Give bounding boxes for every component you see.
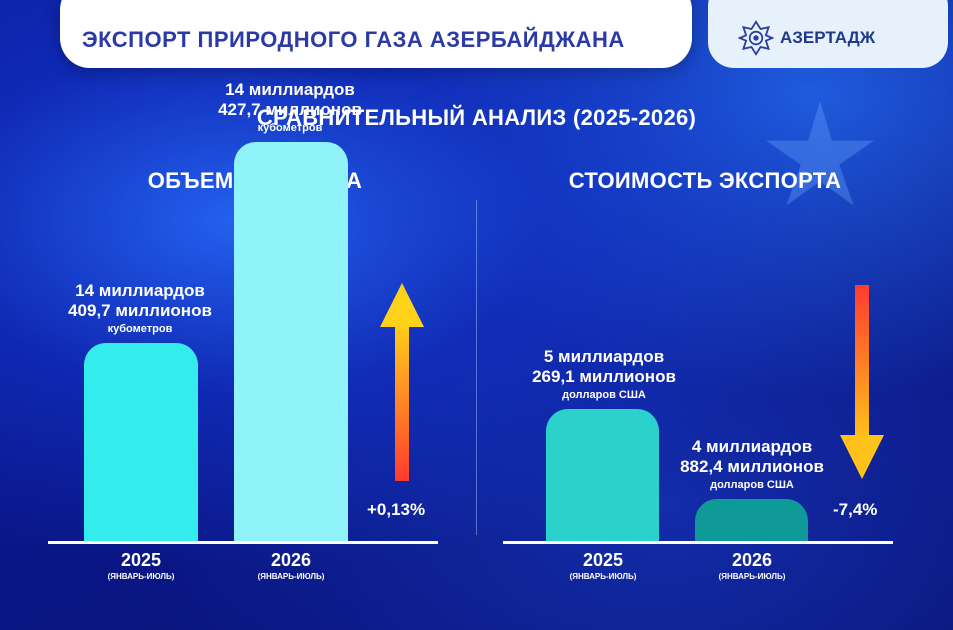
value-year-2025: 2025 [582,550,624,570]
volume-baseline [48,541,438,544]
value-value-2025-millions: 269,1 миллионов [532,366,676,386]
volume-value-2026-unit: кубометров [257,121,323,134]
value-baseline [503,541,893,544]
page-title: ЭКСПОРТ ПРИРОДНОГО ГАЗА АЗЕРБАЙДЖАНА [82,27,625,52]
volume-year-2026: 2026 [270,550,312,570]
value-year-2026: 2026 [731,550,773,570]
volume-value-label-2025: 14 миллиардов 409,7 миллионов кубометров [40,281,240,337]
volume-value-2025-unit: кубометров [107,323,173,336]
volume-value-2025-millions: 409,7 миллионов [68,301,212,321]
value-bar-2026 [695,498,808,541]
chart-subtitle: СРАВНИТЕЛЬНЫЙ АНАЛИЗ (2025-2026) [256,105,697,130]
value-period-2025: (ЯНВАРЬ-ИЮЛЬ) [569,572,637,581]
value-value-label-2025: 5 миллиардов 269,1 миллионов долларов СШ… [504,347,704,403]
value-value-2026-millions: 882,4 миллионов [680,456,824,476]
volume-year-2025: 2025 [120,550,162,570]
value-change-percent: -7,4% [833,500,878,519]
volume-bar-2025 [84,343,198,541]
value-value-2025-billions: 5 миллиардов [543,346,665,366]
volume-xtick-2025: 2025 (ЯНВАРЬ-ИЮЛЬ) [66,549,216,583]
volume-xtick-2026: 2026 (ЯНВАРЬ-ИЮЛЬ) [216,549,366,583]
logo-banner [708,0,948,68]
value-period-2026: (ЯНВАРЬ-ИЮЛЬ) [718,572,786,581]
value-xtick-2026: 2026 (ЯНВАРЬ-ИЮЛЬ) [677,549,827,583]
value-bar-2025 [546,408,659,541]
value-section-title: СТОИМОСТЬ ЭКСПОРТА [568,168,842,193]
volume-period-2025: (ЯНВАРЬ-ИЮЛЬ) [107,572,175,581]
volume-bar-2026 [234,141,348,541]
section-divider [476,200,477,535]
down-trend-arrow-icon [840,285,884,479]
azertac-star-icon [738,20,774,56]
value-value-2026-unit: долларов США [710,478,794,491]
decorative-star-shape [766,101,874,206]
value-value-2025-unit: долларов США [562,388,646,401]
title-banner [60,0,692,68]
up-trend-arrow-icon [380,283,424,481]
volume-value-label-2026: 14 миллиардов 427,7 миллионов кубометров [190,80,390,136]
volume-value-2026-billions: 14 миллиардов [225,79,355,99]
logo-text: АЗЕРТАДЖ [780,28,876,47]
value-value-label-2026: 4 миллиардов 882,4 миллионов долларов СШ… [652,437,852,493]
volume-change-percent: +0,13% [367,500,426,519]
value-value-2026-billions: 4 миллиардов [691,436,813,456]
volume-period-2026: (ЯНВАРЬ-ИЮЛЬ) [257,572,325,581]
volume-value-2026-millions: 427,7 миллионов [218,99,362,119]
volume-value-2025-billions: 14 миллиардов [75,281,205,301]
value-xtick-2025: 2025 (ЯНВАРЬ-ИЮЛЬ) [528,549,678,583]
